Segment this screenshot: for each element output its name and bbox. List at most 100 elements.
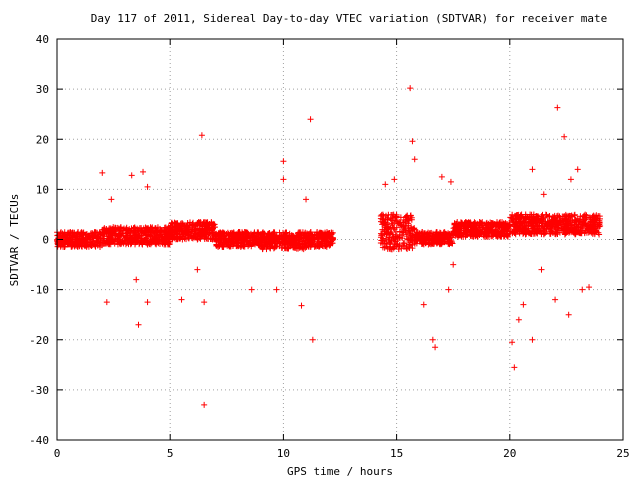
data-point bbox=[150, 229, 157, 236]
data-point bbox=[438, 173, 445, 180]
data-point bbox=[171, 223, 178, 230]
data-point bbox=[67, 229, 74, 236]
data-point bbox=[579, 216, 586, 223]
y-tick-labels: -40 -30 -20 -10 0 10 20 30 40 bbox=[29, 33, 49, 447]
data-point bbox=[512, 229, 519, 236]
x-tick-label: 15 bbox=[390, 447, 403, 460]
data-point bbox=[258, 233, 265, 240]
data-point bbox=[423, 230, 430, 237]
data-point bbox=[277, 233, 284, 240]
data-point bbox=[429, 336, 436, 343]
data-point bbox=[530, 215, 537, 222]
data-point bbox=[287, 242, 294, 249]
data-point bbox=[540, 191, 547, 198]
data-point bbox=[98, 242, 105, 249]
data-point bbox=[111, 230, 118, 237]
data-point bbox=[142, 237, 149, 244]
data-point bbox=[537, 217, 544, 224]
data-point bbox=[529, 166, 536, 173]
data-point bbox=[593, 212, 600, 219]
data-point bbox=[552, 296, 559, 303]
data-point bbox=[542, 230, 549, 237]
data-point bbox=[393, 218, 400, 225]
data-point bbox=[501, 221, 508, 228]
data-point bbox=[172, 227, 179, 234]
data-point bbox=[386, 244, 393, 251]
data-point bbox=[218, 233, 225, 240]
data-point bbox=[208, 219, 215, 226]
data-point bbox=[230, 234, 237, 241]
data-point bbox=[387, 240, 394, 247]
data-point bbox=[102, 240, 109, 247]
x-axis-label: GPS time / hours bbox=[287, 465, 393, 478]
data-point bbox=[176, 234, 183, 241]
x-tick-label: 10 bbox=[277, 447, 290, 460]
y-tick-label: -40 bbox=[29, 434, 49, 447]
data-point bbox=[155, 238, 162, 245]
data-point bbox=[135, 321, 142, 328]
data-point bbox=[393, 233, 400, 240]
data-point bbox=[274, 238, 281, 245]
data-point bbox=[153, 235, 160, 242]
data-point bbox=[305, 242, 312, 249]
data-point bbox=[377, 218, 384, 225]
data-point bbox=[140, 168, 147, 175]
data-point bbox=[273, 243, 280, 250]
data-point bbox=[82, 241, 89, 248]
data-point bbox=[586, 284, 593, 291]
data-point bbox=[129, 232, 136, 239]
data-point bbox=[189, 235, 196, 242]
data-point bbox=[489, 229, 496, 236]
data-point bbox=[380, 228, 387, 235]
data-point bbox=[579, 286, 586, 293]
data-point bbox=[525, 225, 532, 232]
data-point bbox=[405, 220, 412, 227]
data-point bbox=[391, 243, 398, 250]
data-point bbox=[201, 299, 208, 306]
data-point bbox=[273, 286, 280, 293]
x-tick-labels: 0 5 10 15 20 25 bbox=[54, 447, 630, 460]
data-point bbox=[416, 234, 423, 241]
data-point bbox=[132, 238, 139, 245]
data-point bbox=[310, 234, 317, 241]
data-point bbox=[515, 316, 522, 323]
data-point bbox=[391, 226, 398, 233]
data-point bbox=[79, 231, 86, 238]
data-point bbox=[325, 231, 332, 238]
data-point bbox=[157, 227, 164, 234]
data-point bbox=[450, 261, 457, 268]
data-point bbox=[133, 276, 140, 283]
data-point bbox=[467, 222, 474, 229]
data-point bbox=[524, 214, 531, 221]
data-point bbox=[436, 240, 443, 247]
data-point bbox=[311, 243, 318, 250]
data-point bbox=[92, 229, 99, 236]
data-point bbox=[377, 234, 384, 241]
data-point bbox=[400, 243, 407, 250]
data-point bbox=[296, 241, 303, 248]
data-point bbox=[565, 311, 572, 318]
data-point bbox=[109, 237, 116, 244]
data-point bbox=[173, 228, 180, 235]
data-point bbox=[116, 231, 123, 238]
data-point bbox=[559, 227, 566, 234]
data-point bbox=[432, 344, 439, 351]
data-point bbox=[567, 223, 574, 230]
data-point bbox=[198, 229, 205, 236]
data-point bbox=[128, 172, 135, 179]
data-point bbox=[534, 223, 541, 230]
data-point bbox=[506, 225, 513, 232]
data-point bbox=[68, 230, 75, 237]
data-point bbox=[187, 227, 194, 234]
data-point bbox=[299, 229, 306, 236]
data-point bbox=[144, 299, 151, 306]
data-point bbox=[117, 236, 124, 243]
data-point bbox=[169, 235, 176, 242]
data-point bbox=[458, 219, 465, 226]
data-point bbox=[226, 243, 233, 250]
data-point bbox=[72, 236, 79, 243]
data-point bbox=[566, 212, 573, 219]
data-point bbox=[267, 233, 274, 240]
data-point bbox=[253, 236, 260, 243]
